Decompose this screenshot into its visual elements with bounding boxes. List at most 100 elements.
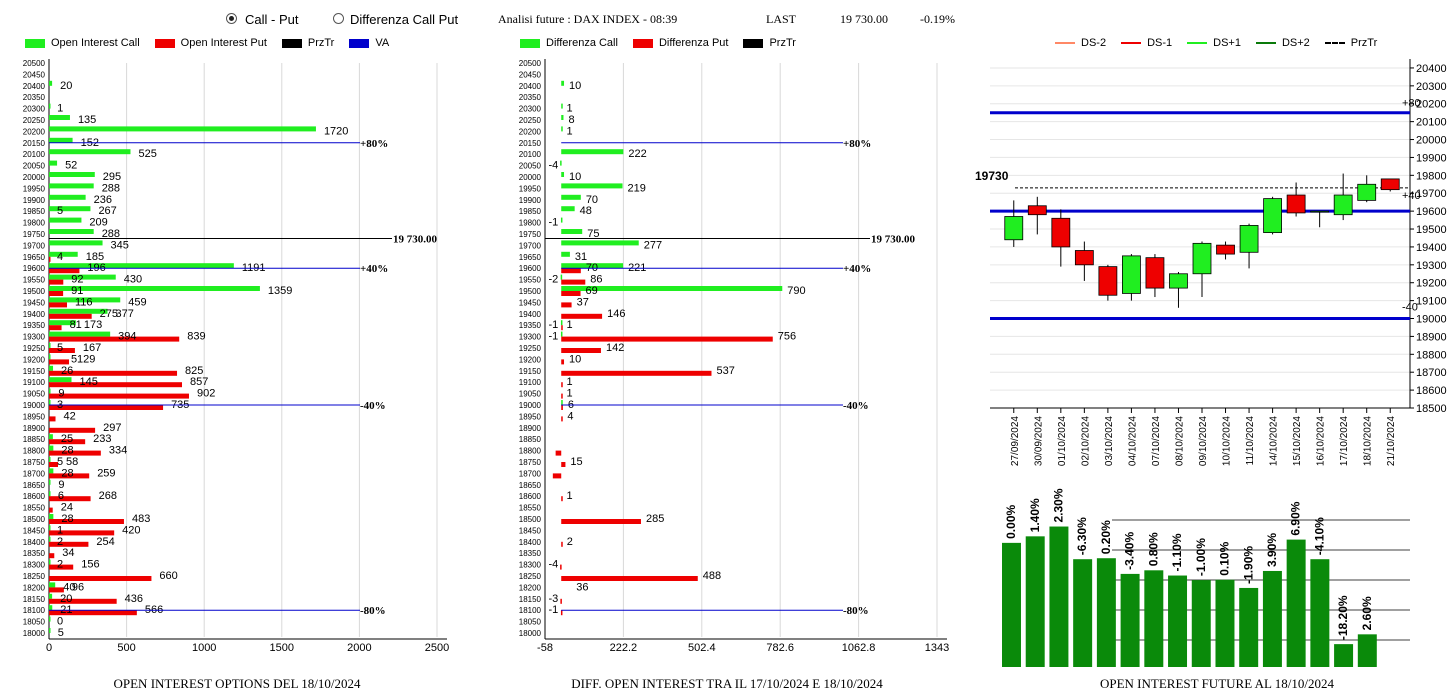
diff-put-bar [555, 450, 562, 456]
left-bar-value-label: 0 [57, 616, 63, 628]
left-strike-label: 20300 [23, 105, 46, 114]
legend-diff-prztr-label: PrzTr [769, 37, 796, 49]
left-bar-value-label: 145 [80, 376, 98, 388]
left-bar-value-label: 92 [71, 274, 83, 286]
put-oi-bar [49, 564, 74, 570]
diff-put-bar [561, 268, 581, 274]
candle-date-label: 07/10/2024 [1151, 416, 1162, 466]
analysis-title: Analisi future : DAX INDEX - 08:39 [498, 12, 678, 26]
middle-bar-value-label: 219 [628, 182, 646, 194]
right-price-label: 19730 [975, 169, 1009, 183]
candle-body [1145, 257, 1165, 289]
left-level-label: -40% [360, 400, 386, 412]
call-put-radio[interactable] [226, 13, 237, 24]
middle-strike-label: 18750 [519, 458, 542, 467]
put-oi-bar [49, 507, 53, 513]
right-y-tick-label: 19800 [1416, 170, 1447, 182]
left-bar-value-label: 857 [190, 376, 208, 388]
right-y-tick-label: 19100 [1416, 296, 1447, 308]
diff-call-put-radio-label[interactable]: Differenza Call Put [350, 12, 459, 27]
middle-bar-value-label: 537 [716, 365, 734, 377]
diff-put-bar [561, 336, 773, 342]
middle-bar-value-label: 69 [586, 285, 598, 297]
middle-bar-value-label: -1 [548, 331, 558, 343]
diff-call-bar [561, 240, 639, 246]
put-oi-bar [49, 313, 92, 319]
middle-strike-label: 19600 [519, 264, 542, 273]
left-bar-value-label: 52 [65, 160, 77, 172]
right-level-plus40-label: +40 [1402, 190, 1421, 202]
left-strike-label: 19400 [23, 310, 46, 319]
call-oi-bar [49, 297, 121, 303]
call-put-radio-label[interactable]: Call - Put [245, 12, 299, 27]
middle-bar-value-label: 285 [646, 513, 664, 525]
call-oi-bar [49, 331, 111, 337]
right-y-tick-label: 19200 [1416, 278, 1447, 290]
left-strike-label: 19100 [23, 378, 46, 387]
left-legend: Open Interest Call Open Interest Put Prz… [25, 37, 404, 49]
left-strike-label: 19350 [23, 321, 46, 330]
left-x-tick-label: 500 [117, 642, 135, 654]
left-strike-label: 19700 [23, 241, 46, 250]
left-bar-value-label: 275 [100, 308, 118, 320]
legend-oi-call-label: Open Interest Call [51, 37, 140, 49]
put-oi-bar [49, 279, 64, 285]
call-oi-bar [49, 491, 51, 497]
diff-put-bar [561, 405, 563, 410]
left-bar-value-label: 334 [109, 445, 127, 457]
legend-ds-plus2-label: DS+2 [1281, 37, 1310, 49]
middle-strike-label: 20400 [519, 82, 542, 91]
left-bar-value-label: 26 [61, 365, 73, 377]
left-strike-label: 20000 [23, 173, 46, 182]
middle-strike-label: 18150 [519, 595, 542, 604]
put-oi-bar [49, 370, 178, 376]
left-bar-value-label: 525 [138, 148, 156, 160]
candle-date-label: 14/10/2024 [1269, 416, 1280, 466]
right-legend: DS-2 DS-1 DS+1 DS+2 PrzTr [1055, 37, 1392, 49]
middle-bar-value-label: 1 [567, 103, 573, 115]
left-level-label: -80% [360, 605, 386, 617]
call-oi-bar [49, 172, 95, 177]
left-bar-value-label: 28 [61, 513, 73, 525]
legend-prztr-dash: PrzTr [1324, 37, 1377, 49]
put-oi-bar [49, 610, 137, 616]
middle-strike-label: 18500 [519, 515, 542, 524]
left-bar-value-label: 28 [61, 467, 73, 479]
middle-bar-value-label: 31 [575, 251, 587, 263]
call-oi-bar [49, 354, 51, 360]
legend-diff-call-label: Differenza Call [546, 37, 618, 49]
middle-x-tick-label: 782.6 [766, 642, 794, 654]
left-x-tick-label: 2000 [347, 642, 371, 654]
left-bar-value-label: 839 [187, 331, 205, 343]
oi-future-pct-label: 3.90% [1265, 533, 1279, 567]
left-strike-label: 20150 [23, 139, 46, 148]
oi-future-bar [1286, 539, 1306, 667]
left-x-tick-label: 1500 [270, 642, 294, 654]
middle-bar-value-label: 8 [568, 114, 574, 126]
oi-future-pct-label: 0.00% [1004, 505, 1018, 539]
middle-strike-label: 18200 [519, 583, 542, 592]
candle-body [1098, 266, 1118, 296]
right-y-tick-label: 20100 [1416, 117, 1447, 129]
candle-body [1310, 210, 1330, 213]
left-bar-value-label: 20 [60, 80, 72, 92]
call-oi-bar [49, 103, 51, 109]
legend-va: VA [349, 37, 389, 49]
left-bar-value-label: 1720 [324, 125, 348, 137]
oi-future-bar [1215, 579, 1235, 667]
middle-bar-value-label: 10 [569, 353, 581, 365]
middle-strike-label: 19750 [519, 230, 542, 239]
right-y-tick-label: 19500 [1416, 224, 1447, 236]
diff-call-put-radio[interactable] [333, 13, 344, 24]
diff-call-bar [561, 286, 783, 291]
middle-x-tick-label: 222.2 [610, 642, 638, 654]
diff-put-bar [561, 393, 563, 399]
right-y-tick-label: 19600 [1416, 206, 1447, 218]
call-oi-bar [49, 457, 51, 462]
oi-future-pct-label: 0.20% [1099, 520, 1113, 554]
middle-strike-label: 18450 [519, 526, 542, 535]
middle-strike-label: 19900 [519, 196, 542, 205]
left-bar-value-label: 436 [125, 593, 143, 605]
legend-ds-minus1: DS-1 [1121, 37, 1172, 49]
